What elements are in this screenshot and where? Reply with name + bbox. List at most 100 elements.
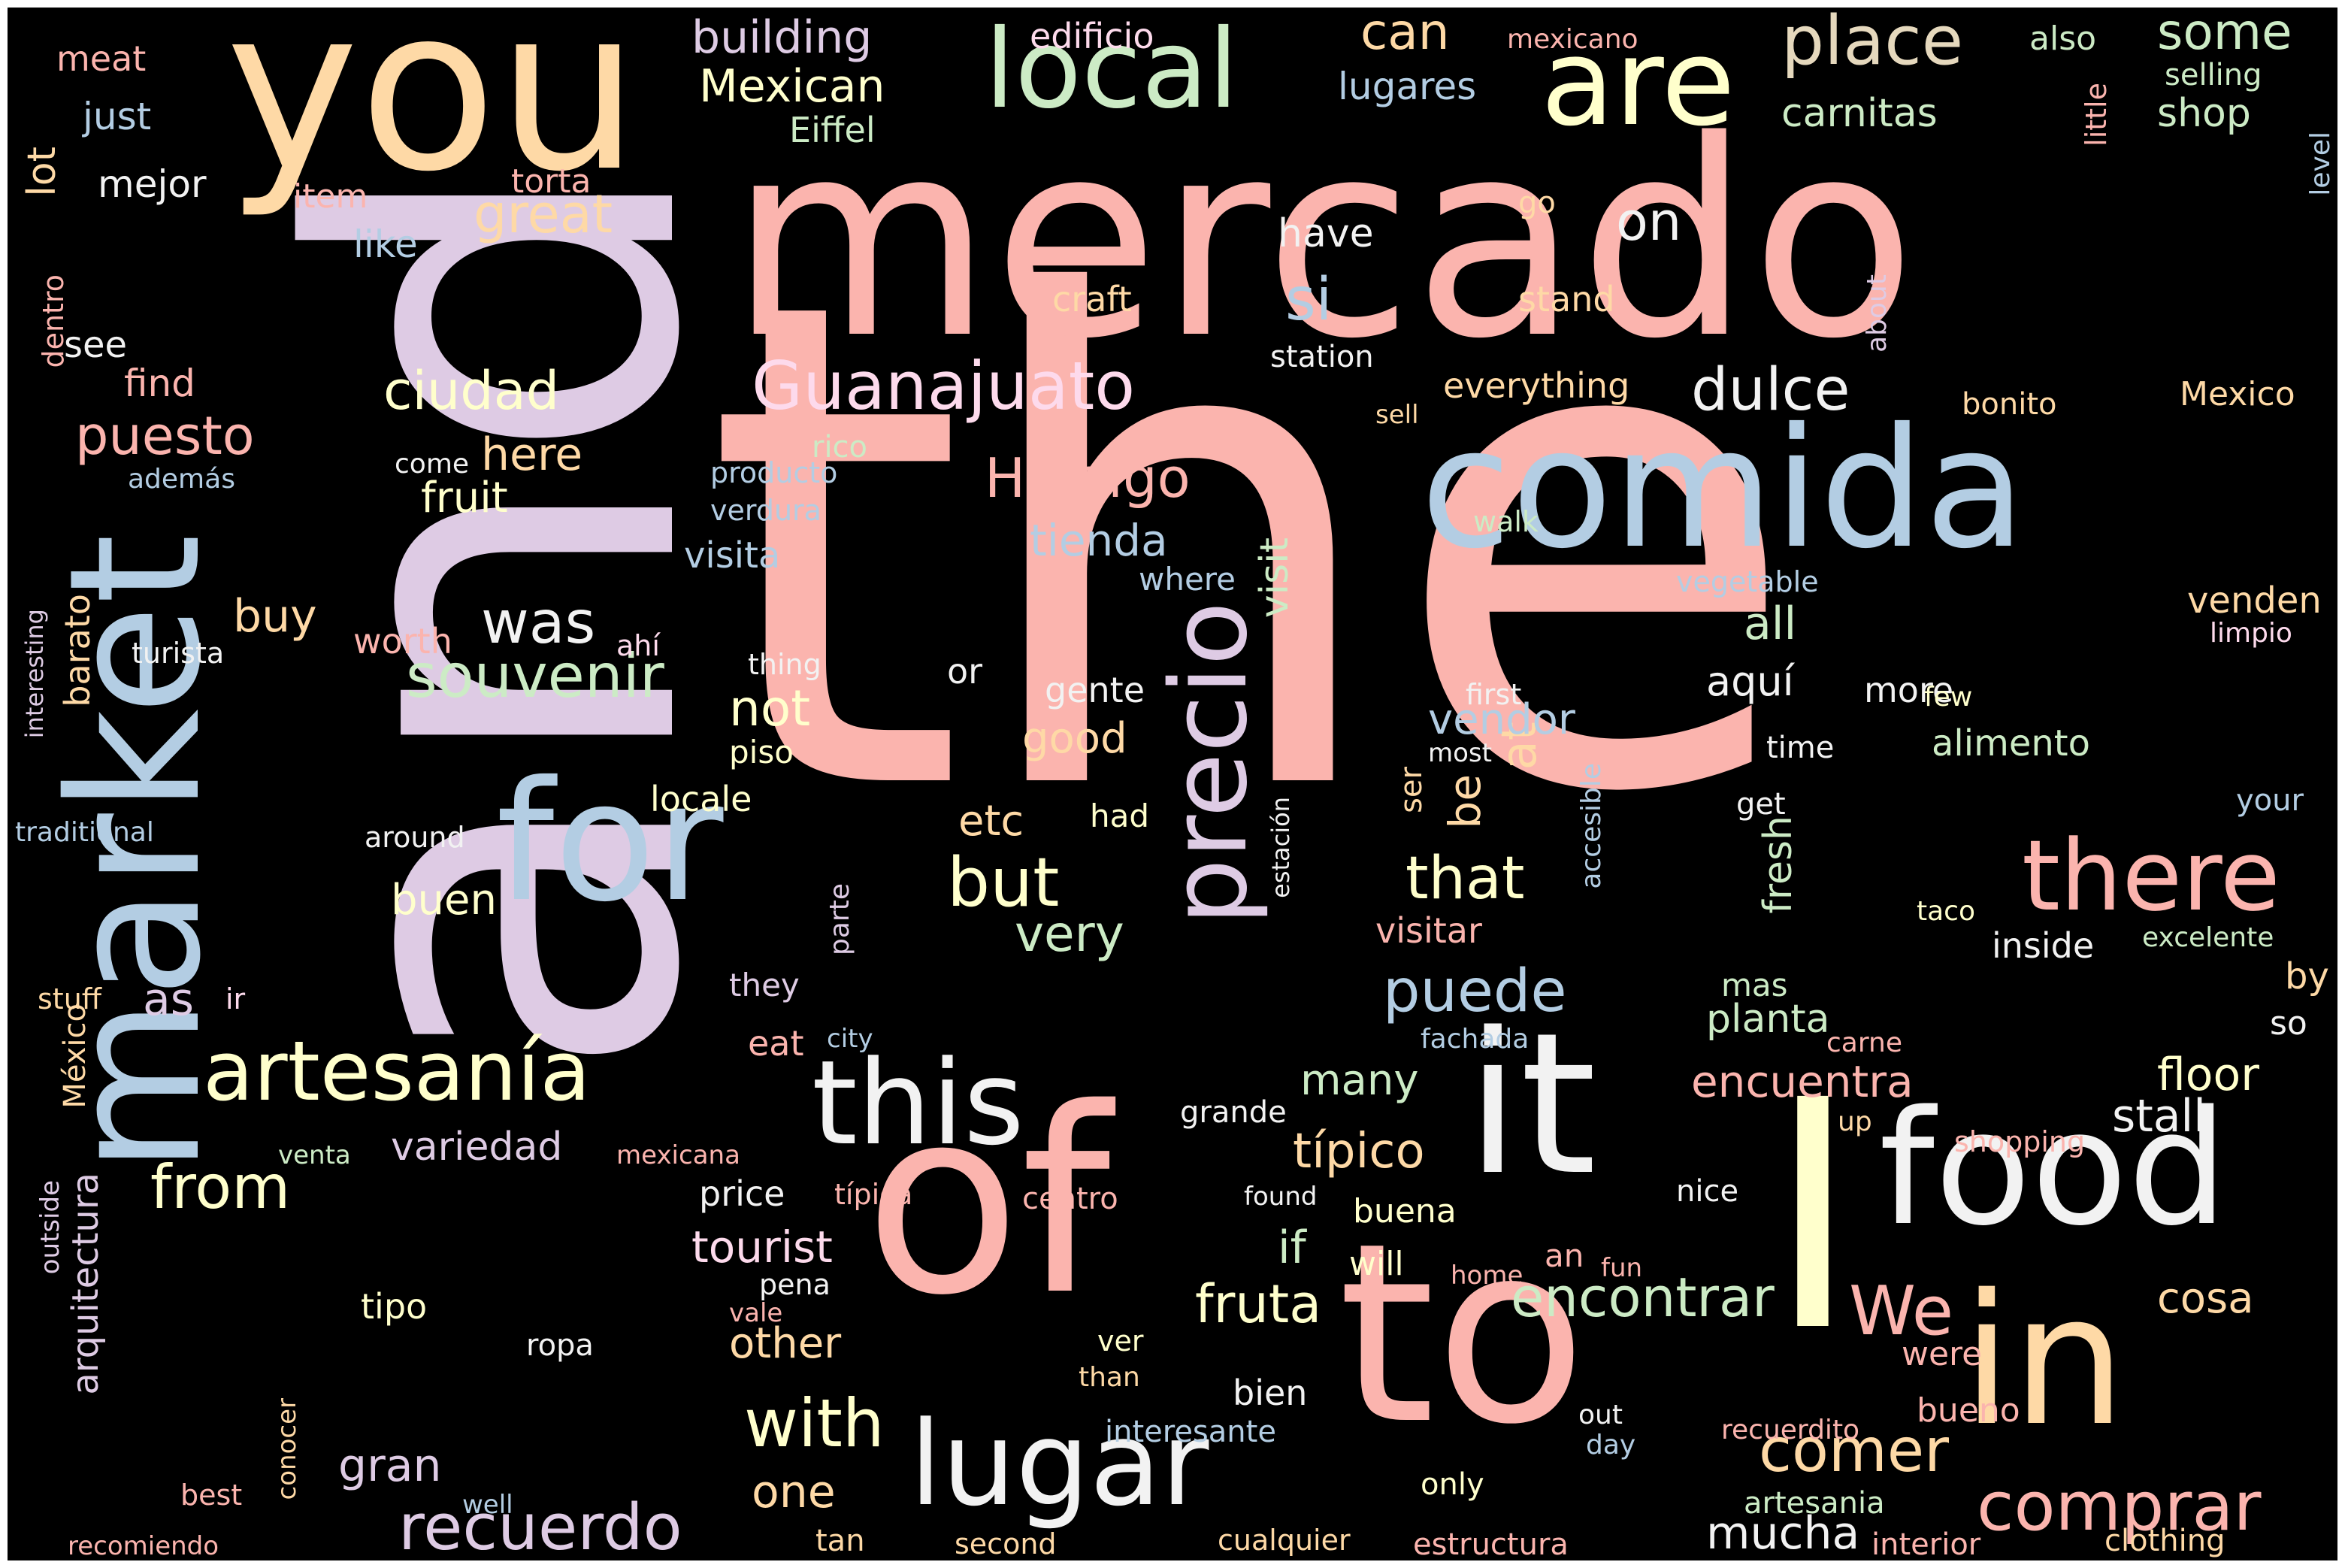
word: as [143,973,195,1026]
word: encuentra [1691,1056,1914,1107]
word: bien [1233,1373,1308,1413]
word: grande [1180,1095,1287,1130]
word: mucha [1706,1507,1860,1560]
word: mercado [729,83,1917,398]
word: visita [684,534,781,577]
word: price [699,1173,785,1214]
word: lot [20,147,65,197]
word: clothing [2104,1524,2225,1558]
word: for [496,746,724,938]
word: you [225,8,640,221]
word: all [1744,598,1797,650]
word: dulce [1691,356,1850,424]
word: nice [1676,1174,1739,1209]
word: inside [1992,925,2095,966]
word: locale [650,779,752,819]
word: come [395,449,470,480]
word: see [64,324,128,366]
word: walk [1473,505,1539,538]
word: up [1838,1106,1872,1137]
word: most [1428,738,1492,768]
word: shop [2157,91,2251,136]
word: rico [812,430,868,465]
word: or [947,651,983,692]
word: out [1578,1400,1623,1430]
word: day [1586,1430,1636,1461]
word: few [1924,682,1973,713]
word: Mexico [2180,375,2295,413]
word: level [2305,132,2336,196]
word: tipo [361,1286,428,1327]
word: good [1022,714,1127,763]
word: more [1864,670,1954,710]
word: mas [1721,967,1788,1003]
word: tan [815,1524,865,1558]
word: meat [56,38,147,79]
word: also [2029,20,2097,58]
word: Eiffel [789,110,876,150]
word: centro [1022,1182,1118,1216]
word: building [691,11,873,64]
word: Mexican [699,60,885,113]
word: the [704,159,1802,938]
word: ahí [616,629,660,662]
word: si [1285,266,1333,334]
word: about [1862,274,1893,353]
word: lugar [909,1396,1209,1532]
word: recuerdo [398,1491,682,1560]
word: eat [748,1023,804,1064]
word-cloud: the and mercado you market comida of to … [8,8,2337,1560]
word: interesting [20,609,49,739]
word: comprar [1977,1467,2262,1546]
word: venden [2187,580,2322,622]
word: an [1545,1237,1584,1274]
word: producto [710,456,838,489]
word: taco [1917,896,1975,927]
word: was [481,589,596,657]
word: We [1849,1272,1954,1351]
word: fruta [1195,1273,1322,1335]
word: with [744,1385,885,1462]
word: cualquier [1218,1524,1351,1557]
word: planta [1706,997,1830,1042]
word: shopping [1954,1125,2086,1158]
word: Hidalgo [985,446,1191,510]
word: home [1451,1261,1523,1291]
word: ser [1394,767,1429,813]
word: time [1766,731,1835,765]
word: stuff [38,982,101,1016]
word: floor [2157,1049,2259,1101]
word: very [1015,905,1124,963]
word: edificio [1030,16,1154,56]
word: torta [511,162,592,201]
word: item [293,177,368,216]
word: puesto [75,405,255,467]
word: limpio [2210,618,2292,649]
word: everything [1443,365,1630,406]
word: carnitas [1781,91,1938,136]
word: dentro [37,274,70,368]
word: accesible [1576,763,1607,889]
word: but [947,843,1060,922]
word: by [2285,955,2329,997]
word: food [1879,1076,2229,1261]
word: México [58,1003,92,1109]
word: where [1139,561,1236,598]
word: conocer [272,1398,302,1500]
word: of [864,1054,1111,1352]
word: only [1421,1467,1484,1502]
word: first [1466,678,1522,711]
word: here [481,428,583,481]
word: comida [1421,392,2026,585]
word: they [729,967,800,1003]
word: many [1300,1056,1419,1105]
word: lugares [1338,65,1477,108]
word: souvenir [406,641,664,711]
word: recuerdito [1721,1415,1860,1445]
word: little [2080,83,2113,147]
word: estación [1266,797,1295,898]
word: ropa [526,1328,594,1363]
word: there [2022,819,2280,933]
word: gente [1045,670,1145,710]
word: thing [748,648,822,681]
